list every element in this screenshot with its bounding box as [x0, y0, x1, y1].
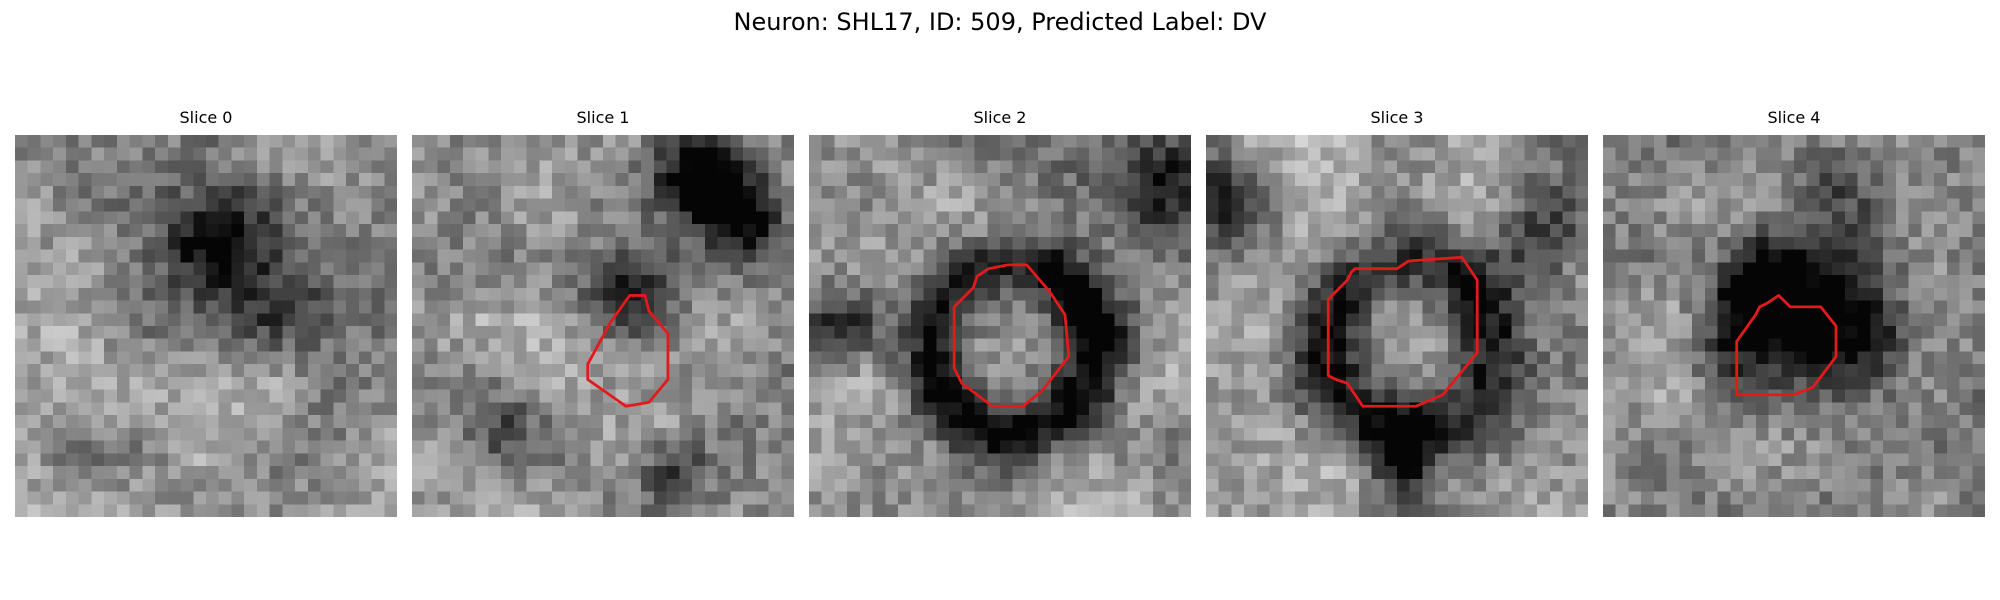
slice-image [1206, 135, 1588, 517]
segmentation-contour [1326, 255, 1479, 408]
slice-title: Slice 3 [1370, 108, 1424, 127]
slice-panel-4: Slice 4 [1603, 108, 1985, 517]
slice-image [1603, 135, 1985, 517]
slice-title: Slice 4 [1767, 108, 1821, 127]
slice-title: Slice 0 [179, 108, 233, 127]
slice-image [15, 135, 397, 517]
segmentation-contour [586, 294, 670, 408]
slice-panel-2: Slice 2 [809, 108, 1191, 517]
slice-image [809, 135, 1191, 517]
segmentation-contour [1735, 294, 1838, 397]
slice-panel-1: Slice 1 [412, 108, 794, 517]
slice-image [412, 135, 794, 517]
slice-panel-0: Slice 0 [15, 108, 397, 517]
segmentation-contour [952, 263, 1071, 408]
figure-title: Neuron: SHL17, ID: 509, Predicted Label:… [733, 8, 1267, 36]
slice-title: Slice 1 [576, 108, 630, 127]
slice-title: Slice 2 [973, 108, 1027, 127]
slice-panel-3: Slice 3 [1206, 108, 1588, 517]
